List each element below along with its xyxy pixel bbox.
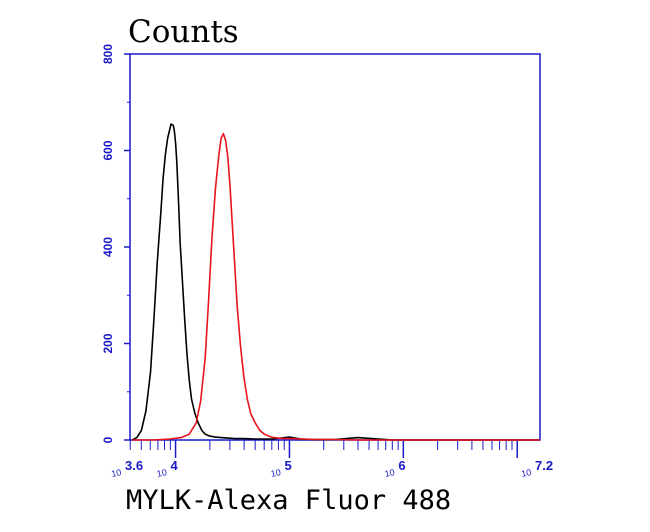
plot-frame: [129, 53, 541, 441]
x-axis-label: MYLK-Alexa Fluor 488: [126, 485, 451, 516]
y-tick-label: 800: [101, 44, 115, 64]
histogram-line: [131, 123, 540, 441]
y-tick-label: 600: [101, 140, 115, 160]
x-tick-exponent: 6: [398, 458, 405, 473]
x-tick-exponent: 4: [171, 458, 179, 473]
x-tick-label: 103.6: [110, 458, 143, 479]
histogram-line: [132, 132, 540, 441]
x-tick-label: 105: [270, 458, 292, 479]
x-tick-base: 10: [520, 467, 532, 479]
x-tick-base: 10: [110, 467, 122, 479]
y-tick-label: 0: [101, 436, 115, 443]
x-tick-label: 107.2: [520, 458, 553, 479]
x-tick-exponent: 3.6: [125, 458, 143, 473]
x-tick-label: 106: [384, 458, 406, 479]
y-axis-ticks: 0 200 400 600 800: [101, 44, 130, 443]
y-axis-label: Counts: [128, 14, 239, 50]
plot-border: [129, 53, 541, 441]
x-tick-base: 10: [384, 467, 396, 479]
x-tick-label: 104: [156, 458, 179, 479]
y-tick-label: 400: [101, 237, 115, 257]
x-tick-base: 10: [270, 467, 282, 479]
y-tick-label: 200: [101, 333, 115, 353]
x-tick-exponent: 5: [284, 458, 291, 473]
x-tick-base: 10: [156, 467, 168, 479]
series-layer: [131, 123, 540, 441]
x-tick-exponent: 7.2: [535, 458, 553, 473]
